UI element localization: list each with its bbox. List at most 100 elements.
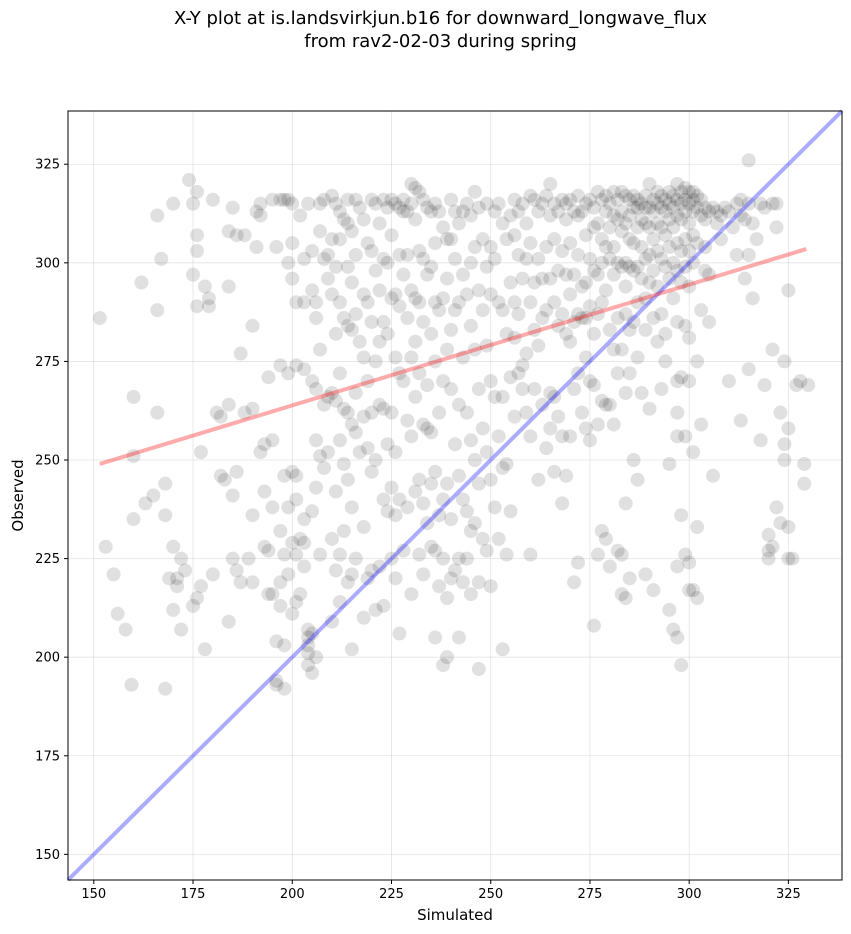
data-point (332, 232, 347, 247)
data-point (408, 212, 423, 227)
data-point (253, 196, 268, 211)
data-point (455, 492, 470, 507)
data-point (424, 204, 439, 219)
data-point (213, 468, 228, 483)
data-point (642, 200, 657, 215)
data-point (404, 176, 419, 191)
data-point (491, 429, 506, 444)
data-point (741, 153, 756, 168)
data-point (110, 606, 125, 621)
data-point (507, 295, 522, 310)
data-point (801, 378, 816, 393)
data-point (340, 472, 355, 487)
data-point (543, 385, 558, 400)
x-tick-label: 200 (280, 887, 305, 902)
data-point (368, 453, 383, 468)
data-point (360, 295, 375, 310)
data-point (662, 271, 677, 286)
data-point (559, 212, 574, 227)
data-point (193, 445, 208, 460)
data-point (265, 433, 280, 448)
data-point (344, 417, 359, 432)
data-point (491, 295, 506, 310)
data-point (293, 587, 308, 602)
data-point (662, 456, 677, 471)
data-point (511, 307, 526, 322)
data-point (372, 397, 387, 412)
data-point (285, 196, 300, 211)
data-point (332, 594, 347, 609)
data-point (388, 287, 403, 302)
data-point (686, 583, 701, 598)
data-point (190, 228, 204, 243)
data-point (384, 551, 399, 566)
data-point (301, 196, 316, 211)
data-point (670, 405, 685, 420)
data-point (269, 673, 284, 688)
data-point (709, 204, 724, 219)
data-point (340, 405, 355, 420)
data-point (567, 314, 582, 329)
data-point (432, 405, 447, 420)
data-point (582, 251, 597, 266)
data-point (507, 228, 522, 243)
data-point (690, 591, 705, 606)
data-point (523, 547, 538, 562)
data-point (348, 307, 363, 322)
y-tick-label: 200 (35, 651, 60, 666)
data-point (360, 571, 375, 586)
data-point (630, 295, 645, 310)
data-point (618, 496, 633, 511)
data-point (598, 204, 613, 219)
data-point (670, 263, 685, 278)
data-point (650, 216, 665, 231)
data-point (376, 401, 391, 416)
data-point (682, 243, 697, 258)
data-point (741, 362, 756, 377)
data-points (92, 153, 816, 696)
data-point (614, 342, 629, 357)
data-point (297, 559, 312, 574)
data-point (221, 279, 236, 294)
data-point (706, 468, 720, 483)
data-point (301, 638, 316, 653)
data-point (638, 251, 653, 266)
data-point (721, 374, 736, 389)
data-point (265, 192, 280, 207)
data-point (340, 318, 355, 333)
data-point (658, 354, 673, 369)
y-tick-label: 250 (35, 454, 60, 469)
data-point (436, 291, 451, 306)
data-point (269, 240, 284, 255)
data-point (678, 259, 693, 274)
data-point (269, 634, 284, 649)
data-point (364, 192, 379, 207)
data-point (98, 539, 113, 554)
data-point (670, 630, 685, 645)
data-point (221, 397, 236, 412)
data-point (757, 200, 772, 215)
data-point (356, 520, 371, 535)
data-point (638, 567, 653, 582)
data-point (626, 453, 641, 468)
data-point (638, 188, 653, 203)
data-point (658, 204, 673, 219)
data-point (277, 638, 292, 653)
data-point (559, 468, 574, 483)
data-point (285, 606, 300, 621)
data-point (420, 378, 435, 393)
data-point (348, 385, 363, 400)
data-point (328, 393, 343, 408)
data-point (559, 326, 574, 341)
data-point (479, 543, 494, 558)
data-point (459, 287, 474, 302)
data-point (455, 350, 470, 365)
data-point (440, 650, 455, 665)
data-point (217, 472, 232, 487)
chart-title-line-2: from rav2-02-03 during spring (304, 31, 577, 52)
data-point (436, 658, 451, 673)
data-point (317, 460, 332, 475)
data-point (678, 547, 693, 562)
data-point (388, 445, 403, 460)
data-point (376, 492, 391, 507)
